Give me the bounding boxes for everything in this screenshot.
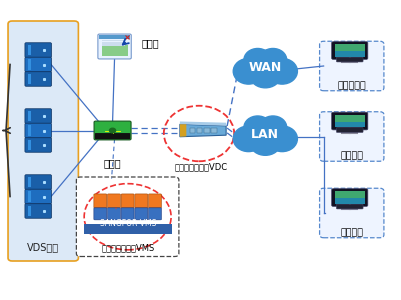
- FancyBboxPatch shape: [189, 128, 195, 133]
- FancyBboxPatch shape: [102, 40, 125, 41]
- FancyBboxPatch shape: [334, 51, 364, 57]
- Ellipse shape: [250, 134, 279, 155]
- Text: 内网用户: 内网用户: [339, 228, 363, 237]
- FancyBboxPatch shape: [336, 204, 362, 209]
- Text: LAN: LAN: [251, 128, 279, 142]
- FancyBboxPatch shape: [25, 57, 51, 72]
- FancyBboxPatch shape: [99, 35, 129, 40]
- FancyBboxPatch shape: [25, 123, 51, 138]
- Ellipse shape: [233, 126, 263, 152]
- FancyBboxPatch shape: [28, 125, 31, 136]
- Text: 互联网用户: 互联网用户: [336, 81, 365, 90]
- FancyBboxPatch shape: [102, 42, 125, 44]
- Text: VDS集群: VDS集群: [27, 242, 59, 253]
- FancyBboxPatch shape: [25, 189, 51, 204]
- Text: 采编用户: 采编用户: [339, 152, 363, 160]
- FancyBboxPatch shape: [93, 208, 106, 220]
- FancyBboxPatch shape: [196, 128, 202, 133]
- Ellipse shape: [259, 49, 286, 71]
- FancyBboxPatch shape: [334, 122, 364, 128]
- FancyBboxPatch shape: [28, 176, 31, 188]
- FancyBboxPatch shape: [25, 138, 51, 152]
- Text: 虛擬機管理軟件VMS: 虛擬機管理軟件VMS: [101, 243, 154, 252]
- Text: 交換機: 交換機: [103, 158, 121, 169]
- FancyBboxPatch shape: [334, 44, 364, 57]
- Text: WAN: WAN: [248, 61, 281, 74]
- FancyBboxPatch shape: [135, 208, 148, 220]
- Ellipse shape: [266, 58, 297, 84]
- Ellipse shape: [259, 116, 286, 139]
- FancyBboxPatch shape: [25, 175, 51, 189]
- FancyBboxPatch shape: [25, 43, 51, 57]
- FancyBboxPatch shape: [107, 208, 120, 220]
- FancyBboxPatch shape: [76, 177, 178, 256]
- FancyBboxPatch shape: [121, 194, 134, 208]
- Text: 管理员: 管理员: [142, 38, 159, 49]
- FancyBboxPatch shape: [336, 128, 362, 132]
- FancyBboxPatch shape: [95, 133, 130, 139]
- Polygon shape: [180, 124, 186, 137]
- FancyBboxPatch shape: [135, 194, 148, 208]
- Ellipse shape: [266, 126, 297, 152]
- Text: SANGFOR VMS: SANGFOR VMS: [99, 219, 156, 228]
- FancyBboxPatch shape: [93, 194, 106, 208]
- FancyBboxPatch shape: [336, 57, 362, 62]
- Ellipse shape: [243, 49, 271, 71]
- FancyBboxPatch shape: [334, 198, 364, 204]
- FancyBboxPatch shape: [83, 224, 171, 233]
- FancyBboxPatch shape: [107, 194, 120, 208]
- FancyBboxPatch shape: [319, 41, 383, 91]
- Ellipse shape: [245, 50, 284, 82]
- FancyBboxPatch shape: [97, 34, 131, 59]
- FancyBboxPatch shape: [28, 140, 31, 151]
- FancyBboxPatch shape: [334, 115, 364, 128]
- FancyBboxPatch shape: [28, 74, 31, 84]
- FancyBboxPatch shape: [319, 112, 383, 161]
- FancyBboxPatch shape: [121, 208, 134, 220]
- FancyBboxPatch shape: [204, 128, 209, 133]
- Text: 虛擬桌面控制器VDC: 虛擬桌面控制器VDC: [174, 162, 227, 171]
- FancyBboxPatch shape: [28, 111, 31, 122]
- FancyBboxPatch shape: [331, 42, 367, 59]
- FancyBboxPatch shape: [331, 189, 367, 206]
- Circle shape: [109, 128, 115, 133]
- Polygon shape: [180, 124, 225, 137]
- FancyBboxPatch shape: [148, 208, 161, 220]
- Ellipse shape: [250, 66, 279, 88]
- FancyBboxPatch shape: [25, 204, 51, 218]
- FancyBboxPatch shape: [28, 59, 31, 70]
- FancyBboxPatch shape: [211, 128, 217, 133]
- FancyBboxPatch shape: [331, 112, 367, 130]
- Ellipse shape: [243, 116, 271, 139]
- FancyBboxPatch shape: [28, 191, 31, 202]
- Polygon shape: [180, 122, 225, 126]
- FancyBboxPatch shape: [8, 21, 78, 261]
- FancyBboxPatch shape: [101, 44, 127, 56]
- FancyBboxPatch shape: [28, 206, 31, 217]
- FancyBboxPatch shape: [148, 194, 161, 208]
- FancyBboxPatch shape: [25, 109, 51, 123]
- FancyBboxPatch shape: [334, 191, 364, 204]
- Ellipse shape: [245, 118, 284, 149]
- Ellipse shape: [233, 58, 263, 84]
- FancyBboxPatch shape: [28, 44, 31, 56]
- FancyBboxPatch shape: [94, 121, 131, 140]
- FancyBboxPatch shape: [25, 72, 51, 86]
- FancyBboxPatch shape: [319, 188, 383, 238]
- FancyBboxPatch shape: [102, 44, 125, 46]
